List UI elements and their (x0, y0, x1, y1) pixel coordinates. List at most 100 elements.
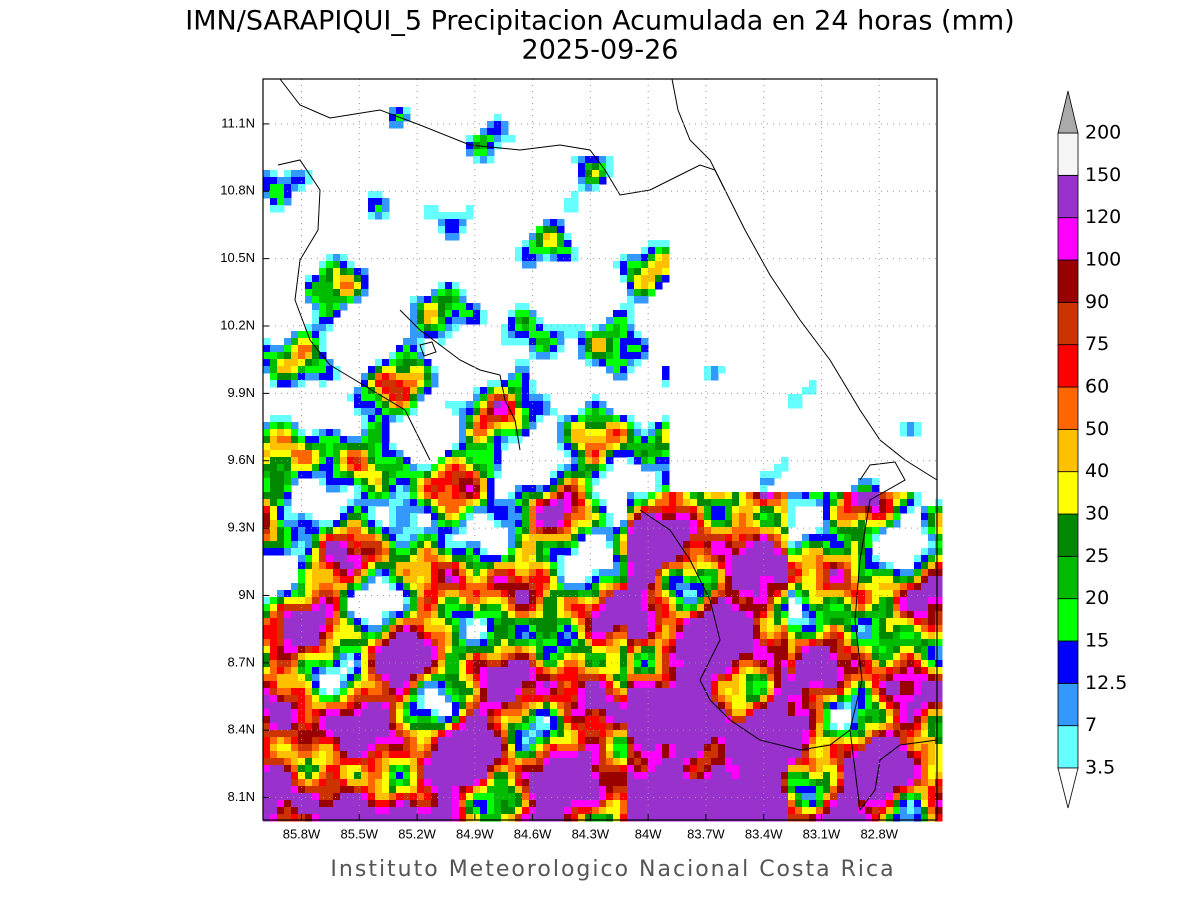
rain-cell (319, 646, 327, 654)
rain-cell (662, 681, 670, 689)
rain-cell (571, 324, 579, 332)
rain-cell (361, 275, 369, 283)
rain-cell (284, 618, 292, 626)
rain-cell (536, 625, 544, 633)
rain-cell (354, 695, 362, 703)
rain-cell (382, 702, 390, 710)
rain-cell (347, 394, 355, 402)
rain-cell (641, 548, 649, 556)
rain-cell (389, 681, 397, 689)
rain-cell (515, 303, 523, 311)
rain-cell (900, 779, 908, 787)
rain-cell (501, 401, 509, 409)
rain-cell (823, 730, 831, 738)
rain-cell (830, 681, 838, 689)
rain-cell (536, 667, 544, 675)
rain-cell (473, 744, 481, 752)
rain-cell (557, 338, 565, 346)
rain-cell (515, 597, 523, 605)
rain-cell (844, 604, 852, 612)
rain-cell (753, 576, 761, 584)
rain-cell (382, 198, 390, 206)
rain-cell (473, 597, 481, 605)
rain-cell (690, 548, 698, 556)
rain-cell (788, 639, 796, 647)
rain-cell (641, 261, 649, 269)
rain-cell (473, 156, 481, 164)
rain-cell (627, 331, 635, 339)
rain-cell (550, 723, 558, 731)
rain-cell (844, 674, 852, 682)
rain-cell (571, 702, 579, 710)
rain-cell (508, 632, 516, 640)
rain-cell (277, 499, 285, 507)
rain-cell (872, 660, 880, 668)
rain-cell (900, 429, 908, 437)
rain-cell (732, 709, 740, 717)
rain-cell (326, 758, 334, 766)
rain-cell (410, 730, 418, 738)
rain-cell (284, 373, 292, 381)
rain-cell (634, 513, 642, 521)
rain-cell (312, 681, 320, 689)
rain-cell (305, 667, 313, 675)
rain-cell (361, 646, 369, 654)
rain-cell (361, 520, 369, 528)
rain-cell (382, 562, 390, 570)
rain-cell (368, 471, 376, 479)
rain-cell (578, 422, 586, 430)
rain-cell (277, 464, 285, 472)
rain-cell (263, 744, 271, 752)
rain-cell (550, 233, 558, 241)
rain-cell (928, 555, 936, 563)
rain-cell (277, 646, 285, 654)
rain-cell (389, 443, 397, 451)
rain-cell (452, 751, 460, 759)
rain-cell (606, 716, 614, 724)
rain-cell (662, 576, 670, 584)
rain-cell (669, 569, 677, 577)
rain-cell (648, 681, 656, 689)
rain-cell (326, 373, 334, 381)
rain-cell (347, 471, 355, 479)
rain-cell (445, 485, 453, 493)
rain-cell (816, 751, 824, 759)
rain-cell (473, 317, 481, 325)
rain-cell (263, 653, 271, 661)
rain-cell (935, 604, 943, 612)
rain-cell (585, 345, 593, 353)
rain-cell (333, 576, 341, 584)
rain-cell (557, 548, 565, 556)
rain-cell (466, 590, 474, 598)
rain-cell (599, 464, 607, 472)
rain-cell (662, 590, 670, 598)
rain-cell (298, 345, 306, 353)
rain-cell (536, 513, 544, 521)
rain-cell (368, 205, 376, 213)
rain-cell (557, 772, 565, 780)
rain-cell (634, 359, 642, 367)
rain-cell (284, 653, 292, 661)
rain-cell (466, 506, 474, 514)
rain-cell (788, 548, 796, 556)
rain-cell (914, 590, 922, 598)
rain-cell (648, 429, 656, 437)
rain-cell (431, 310, 439, 318)
rain-cell (466, 737, 474, 745)
rain-cell (753, 590, 761, 598)
rain-cell (326, 590, 334, 598)
rain-cell (522, 653, 530, 661)
rain-cell (620, 597, 628, 605)
rain-cell (382, 674, 390, 682)
rain-cell (515, 324, 523, 332)
rain-cell (431, 464, 439, 472)
rain-cell (760, 471, 768, 479)
rain-cell (452, 618, 460, 626)
rain-cell (410, 688, 418, 696)
rain-cell (431, 541, 439, 549)
rain-cell (655, 730, 663, 738)
rain-cell (690, 688, 698, 696)
rain-cell (487, 142, 495, 150)
rain-cell (648, 506, 656, 514)
rain-cell (634, 618, 642, 626)
